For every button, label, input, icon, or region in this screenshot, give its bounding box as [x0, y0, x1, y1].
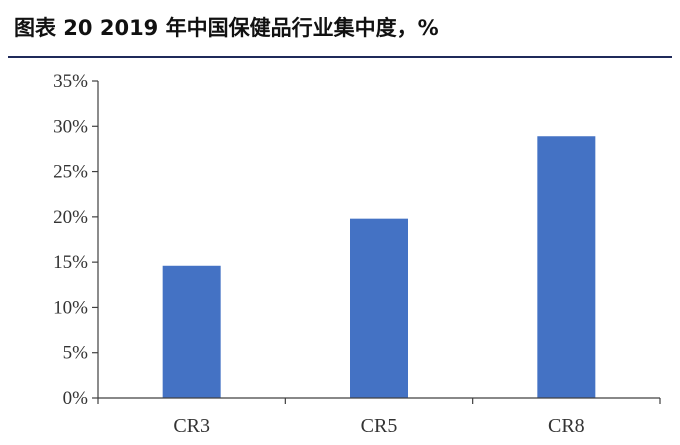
y-tick-label: 25%	[53, 162, 88, 183]
y-axis-ticks: 0% 5% 10% 15% 20% 25% 30% 35%	[53, 71, 98, 409]
x-tick-label: CR8	[548, 415, 585, 437]
y-tick-label: 35%	[53, 71, 88, 92]
bar-cr3	[162, 265, 221, 398]
x-tick-label: CR5	[361, 415, 398, 437]
y-tick-label: 5%	[63, 343, 89, 364]
y-tick-label: 20%	[53, 207, 88, 228]
chart-title: 图表 20 2019 年中国保健品行业集中度，%	[14, 16, 439, 40]
y-tick-label: 15%	[53, 252, 88, 273]
y-tick-label: 30%	[53, 116, 88, 137]
bars	[162, 136, 596, 398]
bar-cr8	[537, 136, 596, 398]
y-tick-label: 10%	[53, 297, 88, 318]
y-tick-label: 0%	[63, 388, 89, 409]
title-divider	[8, 56, 672, 58]
bar-cr5	[350, 218, 408, 398]
x-axis-ticks: CR3 CR5 CR8	[97, 398, 661, 437]
x-tick-label: CR3	[173, 415, 210, 437]
